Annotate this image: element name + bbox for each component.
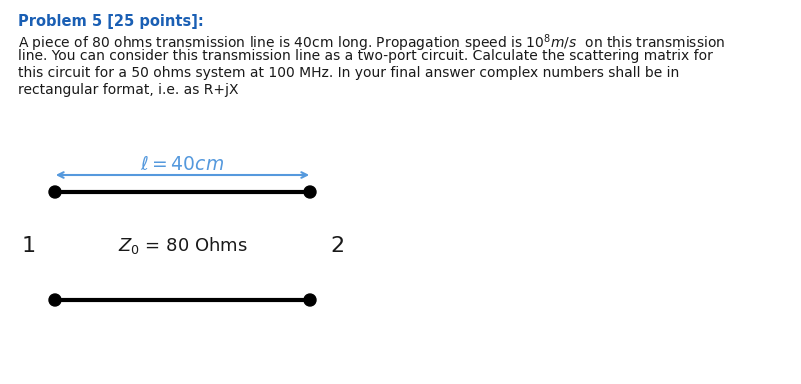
Text: line. You can consider this transmission line as a two-port circuit. Calculate t: line. You can consider this transmission…	[18, 49, 713, 63]
Circle shape	[49, 294, 61, 306]
Circle shape	[304, 294, 316, 306]
Text: $\ell = 40cm$: $\ell = 40cm$	[140, 155, 224, 174]
Text: rectangular format, i.e. as R+jX: rectangular format, i.e. as R+jX	[18, 83, 239, 97]
Text: 2: 2	[330, 236, 344, 256]
Text: Problem 5 [25 points]:: Problem 5 [25 points]:	[18, 14, 203, 29]
Circle shape	[49, 186, 61, 198]
Text: 1: 1	[22, 236, 36, 256]
Circle shape	[304, 186, 316, 198]
Text: this circuit for a 50 ohms system at 100 MHz. In your final answer complex numbe: this circuit for a 50 ohms system at 100…	[18, 66, 679, 80]
Text: A piece of 80 ohms transmission line is 40cm long. Propagation speed is $10^8$$m: A piece of 80 ohms transmission line is …	[18, 32, 726, 54]
Text: $Z_0$ = 80 Ohms: $Z_0$ = 80 Ohms	[118, 235, 248, 257]
